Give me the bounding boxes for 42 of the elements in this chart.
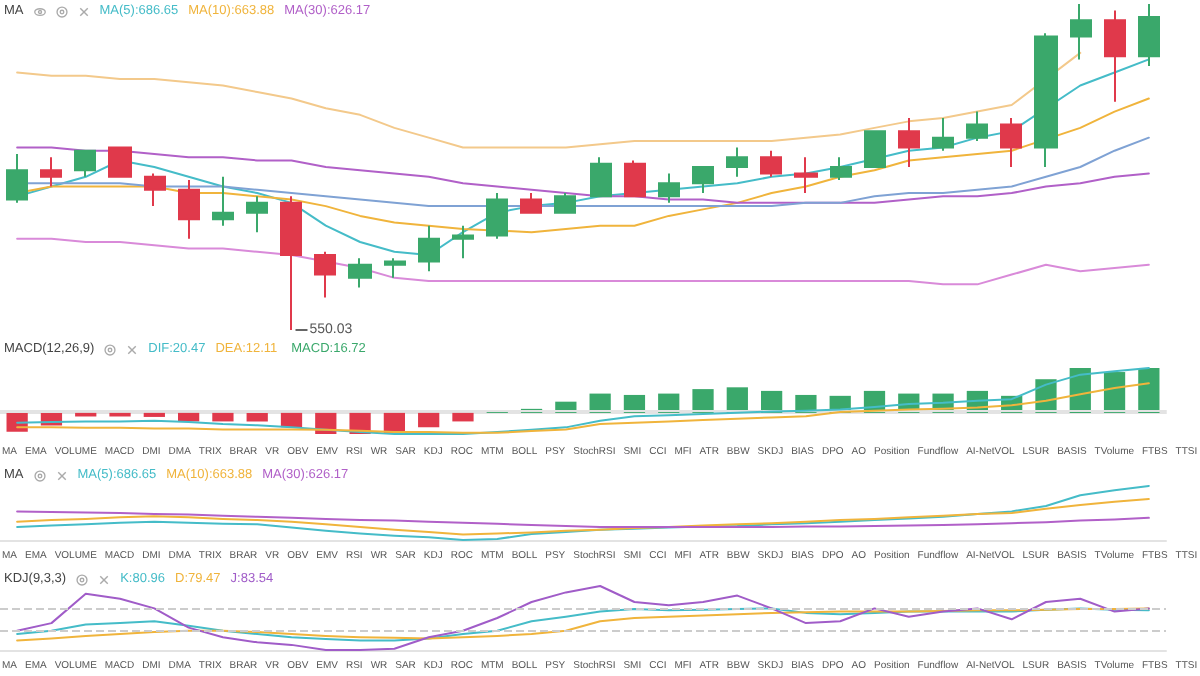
candlestick <box>1070 3 1092 61</box>
candlestick <box>418 224 440 273</box>
candlestick <box>384 257 406 279</box>
bar <box>418 412 440 428</box>
candlestick <box>1138 3 1160 67</box>
bar <box>692 389 714 413</box>
bar <box>1138 368 1160 413</box>
candlestick <box>932 117 954 152</box>
candlestick <box>144 172 166 208</box>
candlestick <box>348 257 372 289</box>
candlestick <box>246 195 268 234</box>
candlestick <box>624 159 646 198</box>
candlestick <box>864 130 886 168</box>
candlestick <box>1104 9 1126 103</box>
bar <box>795 394 817 413</box>
candlestick <box>554 192 576 214</box>
candlestick <box>898 117 920 168</box>
candlestick <box>966 110 988 142</box>
candlestick <box>108 146 132 178</box>
candlestick <box>692 166 714 195</box>
bar <box>177 412 200 422</box>
candlestick <box>452 224 474 260</box>
candlestick <box>830 156 852 182</box>
candlestick <box>178 179 200 240</box>
bar <box>280 412 303 428</box>
bar <box>212 412 234 422</box>
bar <box>452 412 474 422</box>
candlestick <box>1034 32 1058 168</box>
candlestick <box>794 156 818 195</box>
candlestick <box>726 146 748 178</box>
candlestick <box>1000 117 1022 168</box>
candlestick <box>314 250 336 299</box>
candlestick <box>658 172 680 204</box>
candlestick <box>74 149 96 178</box>
bar <box>246 412 268 422</box>
candlestick <box>40 156 62 188</box>
candlestick <box>590 156 612 198</box>
candlestick <box>6 152 28 204</box>
candlestick <box>760 149 782 178</box>
candlestick <box>212 175 234 227</box>
candlestick <box>520 192 542 214</box>
candlestick <box>486 192 508 240</box>
